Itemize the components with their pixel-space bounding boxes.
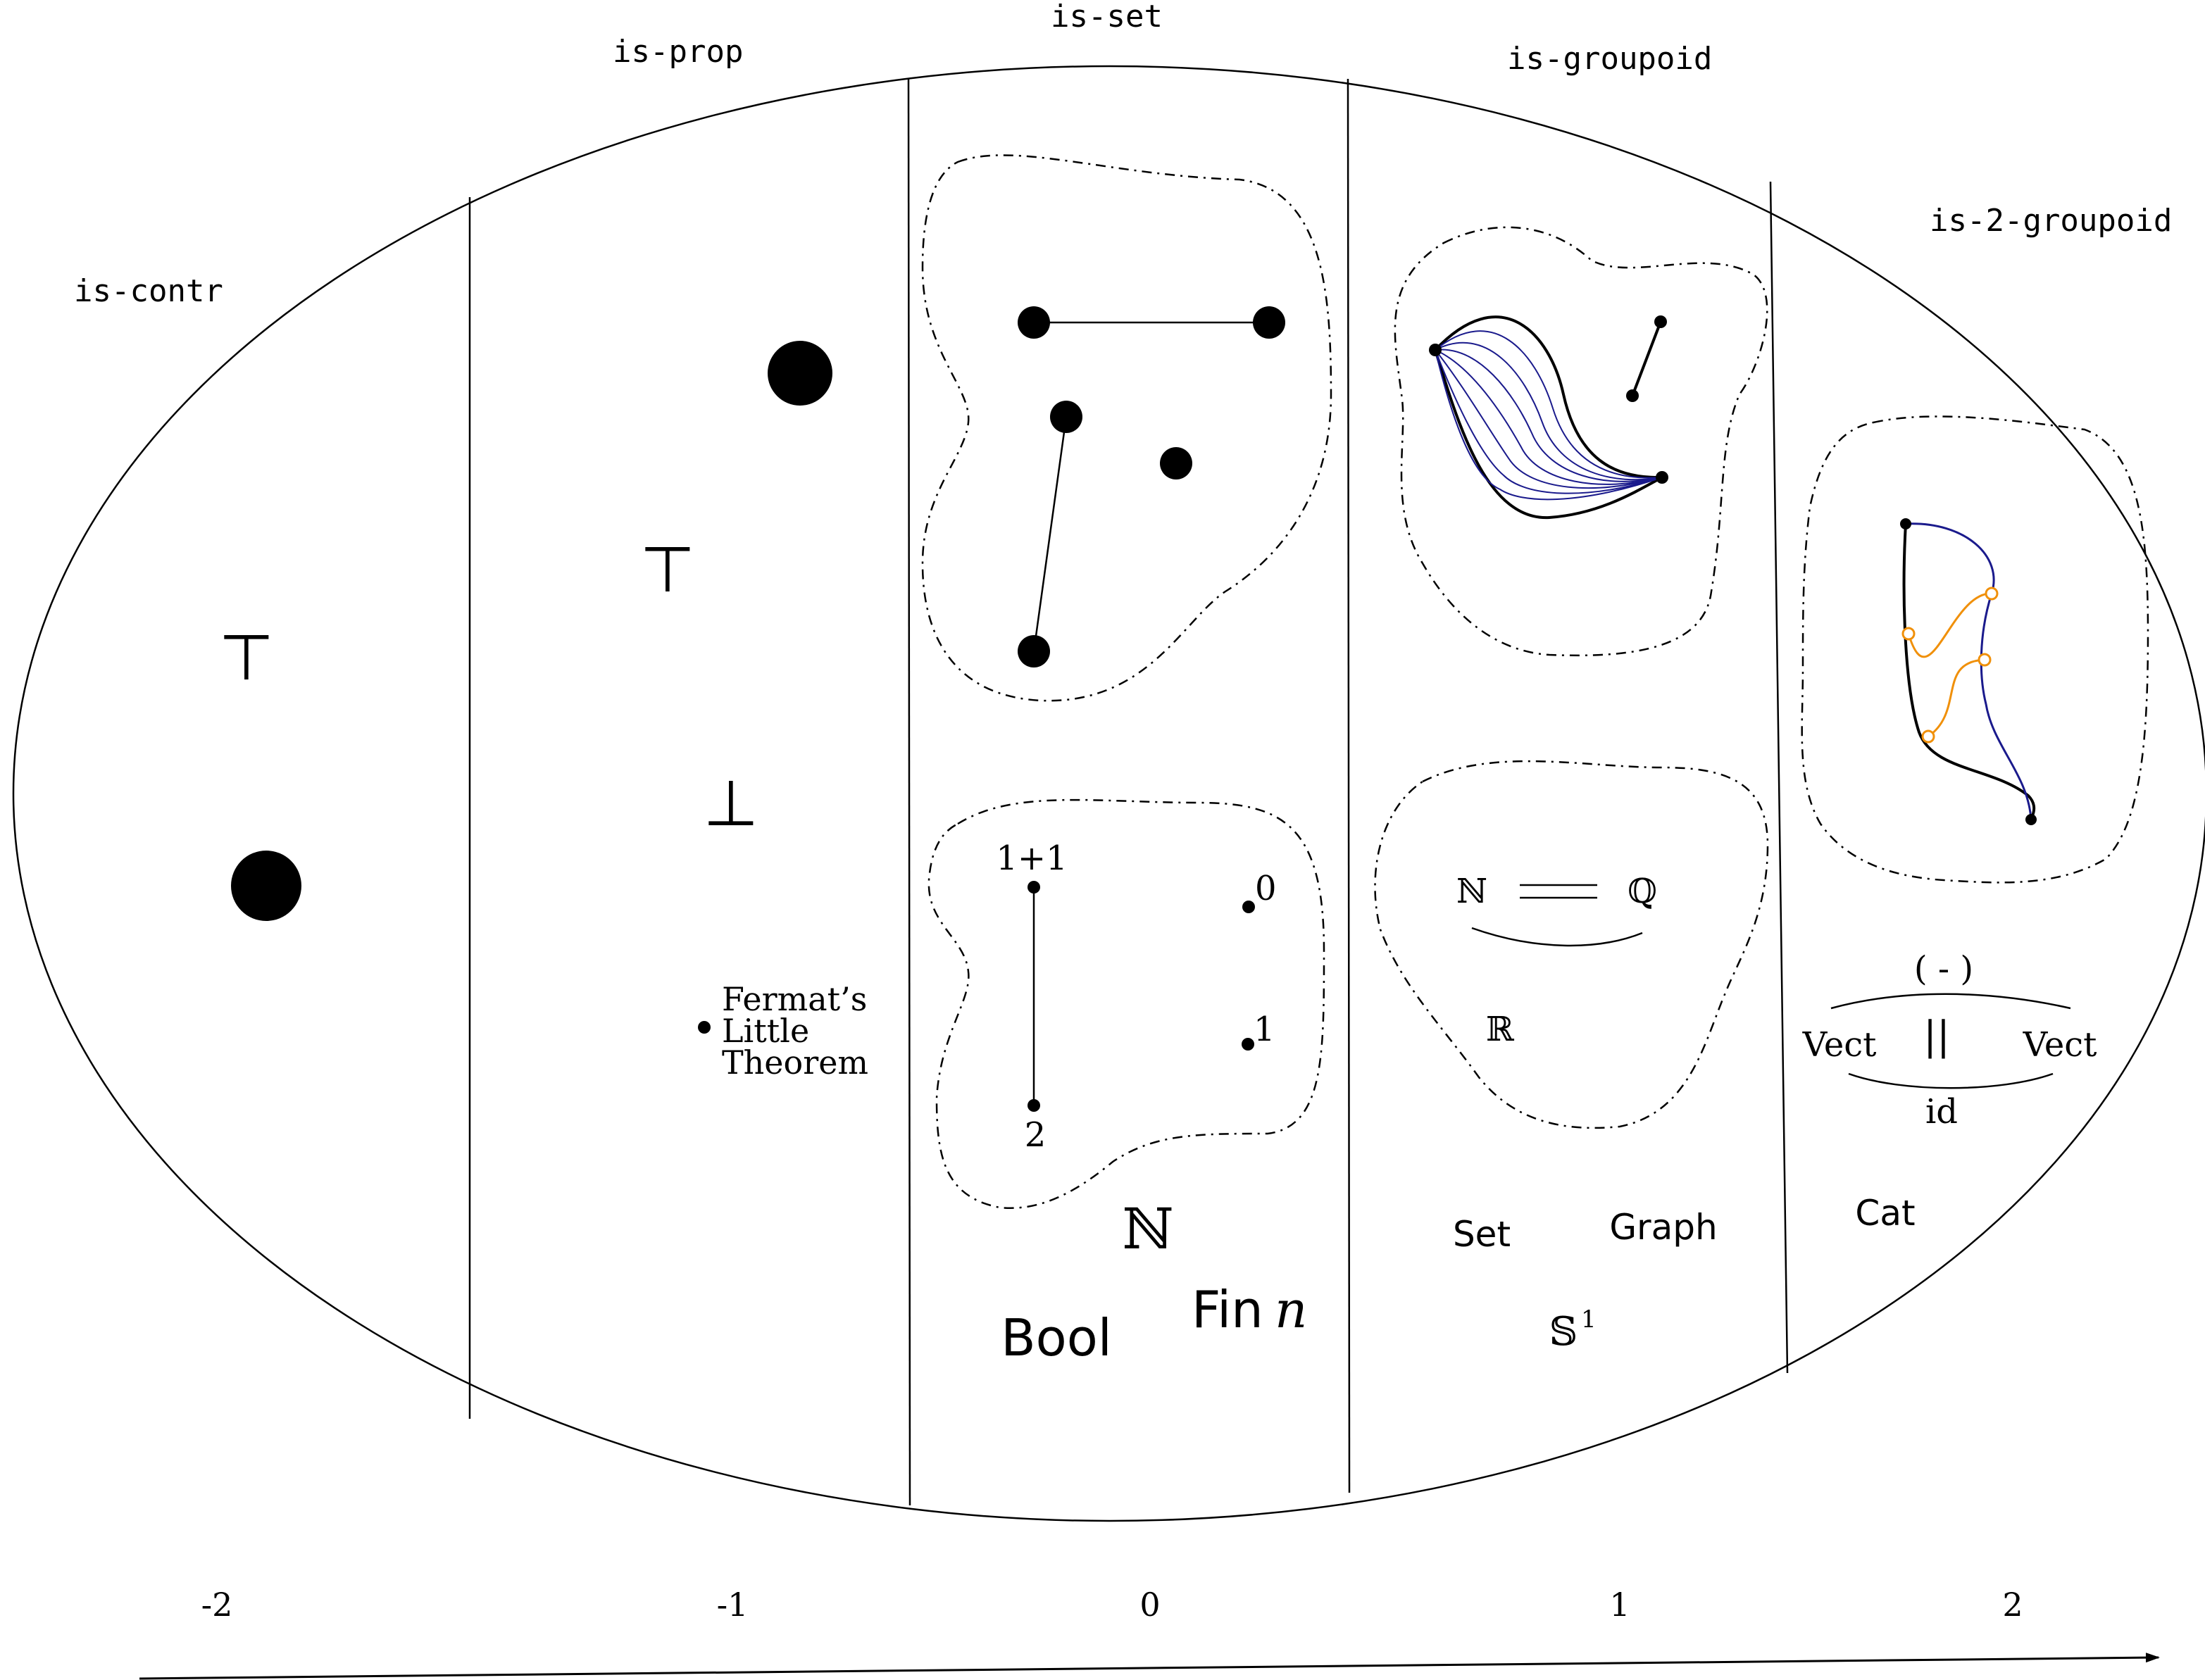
set-point-d xyxy=(1018,635,1050,667)
set-point-c xyxy=(1050,401,1082,433)
prop-bottom-symbol: ⊥ xyxy=(704,767,758,841)
groupoid-path-bottom xyxy=(1434,349,1663,520)
set-fin: Fin xyxy=(1192,1280,1263,1339)
universe-ellipse xyxy=(13,65,2205,1522)
groupoid-circle: 𝕊 xyxy=(1549,1309,1578,1355)
divider-groupoid-2groupoid xyxy=(1769,181,1789,1374)
2groupoid-node-1 xyxy=(1901,627,1916,641)
level-label-2groupoid: is-2-groupoid xyxy=(1930,203,2172,239)
2groupoid-node-2 xyxy=(1985,587,1999,601)
fermat-line-3: Theorem xyxy=(722,1043,868,1082)
fermat-point xyxy=(698,1021,711,1034)
2groupoid-node-3 xyxy=(1978,653,1992,667)
contr-point xyxy=(231,851,301,921)
divider-set-groupoid xyxy=(1347,78,1351,1493)
groupoid-circle-type: 𝕊 1 xyxy=(1549,1305,1597,1355)
groupoid-blue-4 xyxy=(1435,349,1663,485)
2groupoid-orange-1 xyxy=(1907,592,1992,658)
hlevel-axis xyxy=(139,1653,2160,1680)
set-point-a xyxy=(1018,306,1050,339)
2groupoid-start xyxy=(1900,518,1911,529)
set-point-0 xyxy=(1242,901,1255,913)
groupoid-blue-5 xyxy=(1435,349,1663,489)
axis-tick-2: 2 xyxy=(2002,1586,2023,1624)
2groupoid-parallel: || xyxy=(1923,1013,1950,1059)
set-label-2: 2 xyxy=(1025,1115,1047,1155)
axis-tick-minus2: -2 xyxy=(201,1586,233,1624)
groupoid-brace xyxy=(1471,927,1643,947)
2groupoid-vect-right: Vect xyxy=(2023,1025,2097,1065)
level-label-groupoid: is-groupoid xyxy=(1507,41,1712,77)
groupoid-blue-7 xyxy=(1435,349,1663,501)
set-point-2 xyxy=(1027,1099,1040,1112)
set-point-b xyxy=(1253,306,1285,339)
2groupoid-arc-top xyxy=(1830,993,2071,1010)
axis-tick-minus1: -1 xyxy=(717,1586,749,1624)
groupoid-blue-1 xyxy=(1435,330,1663,479)
set-bool: Bool xyxy=(1001,1308,1112,1367)
set-blob-points xyxy=(921,154,1332,702)
groupoid-circle-sup: 1 xyxy=(1581,1305,1597,1334)
set-label-1plus1: 1+1 xyxy=(996,839,1067,878)
groupoid-graph: Graph xyxy=(1609,1207,1717,1248)
axis-tick-1: 1 xyxy=(1609,1586,1630,1624)
groupoid-real: ℝ xyxy=(1486,1010,1514,1049)
groupoid-nat: ℕ xyxy=(1456,872,1487,911)
set-fin-n: Fin n xyxy=(1192,1280,1307,1339)
2groupoid-path-left xyxy=(1902,523,2036,820)
prop-top-symbol: ⊤ xyxy=(640,533,695,607)
groupoid-edge-b xyxy=(1654,315,1667,328)
level-label-set: is-set xyxy=(1051,0,1163,35)
set-point-e xyxy=(1160,447,1192,479)
groupoid-blue-6 xyxy=(1435,349,1663,494)
2groupoid-arc-bottom xyxy=(1848,1072,2054,1089)
groupoid-edge-a xyxy=(1626,389,1639,402)
2groupoid-orange-2 xyxy=(1928,658,1985,738)
fermat-line-1: Fermat’s xyxy=(722,980,867,1018)
axis-tick-0: 0 xyxy=(1139,1586,1160,1624)
set-blob-numbers xyxy=(927,798,1325,1209)
prop-point xyxy=(768,341,832,406)
2groupoid-end xyxy=(2025,814,2037,825)
groupoid-rat: ℚ xyxy=(1628,872,1657,911)
groupoid-blob-paths xyxy=(1394,226,1768,657)
2groupoid-dual: ( - ) xyxy=(1914,949,1973,989)
fermat-line-2: Little xyxy=(722,1012,809,1050)
fermat-label: Fermat’s Little Theorem xyxy=(722,980,868,1082)
level-label-prop: is-prop xyxy=(613,34,743,70)
groupoid-path-start xyxy=(1429,344,1442,356)
2groupoid-blob xyxy=(1801,415,2149,884)
2groupoid-cat: Cat xyxy=(1855,1193,1915,1234)
set-nat: ℕ xyxy=(1122,1196,1173,1262)
groupoid-homotopy-family xyxy=(1429,315,1668,520)
groupoid-path-top xyxy=(1434,315,1663,479)
set-edge-diagonal xyxy=(1032,416,1068,652)
set-label-0: 0 xyxy=(1255,869,1277,908)
contr-top-symbol: ⊤ xyxy=(219,621,274,695)
set-label-one: 1 xyxy=(1254,1010,1275,1049)
level-label-contr: is-contr xyxy=(74,273,223,309)
divider-prop-set xyxy=(907,78,911,1506)
2groupoid-path-right xyxy=(1905,522,2032,820)
groupoid-short-edge xyxy=(1631,321,1662,396)
groupoid-blob-numbers xyxy=(1374,760,1769,1129)
2groupoid-node-4 xyxy=(1921,729,1935,744)
groupoid-blue-3 xyxy=(1435,349,1663,482)
groupoid-set: Set xyxy=(1453,1214,1511,1255)
groupoid-path-end xyxy=(1656,471,1668,484)
groupoid-blue-2 xyxy=(1435,341,1663,481)
2groupoid-homotopy xyxy=(1900,518,2037,825)
2groupoid-id: id xyxy=(1925,1092,1958,1132)
set-point-1plus1 xyxy=(1027,881,1040,894)
set-point-one xyxy=(1242,1038,1254,1051)
set-fin-var: n xyxy=(1275,1280,1307,1339)
2groupoid-vect-left: Vect xyxy=(1802,1025,1877,1065)
